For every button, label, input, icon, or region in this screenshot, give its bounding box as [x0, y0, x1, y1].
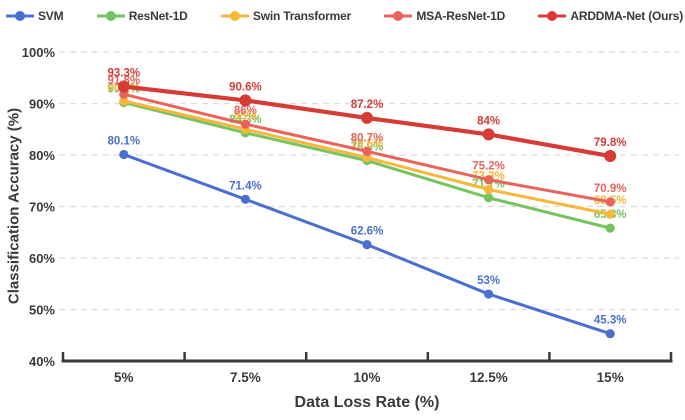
- legend-label-resnet-1d: ResNet-1D: [128, 9, 188, 23]
- data-point-swin-transformer-15%: [605, 209, 615, 219]
- data-label-arddma-net-ours-10%: 87.2%: [351, 99, 384, 111]
- data-point-msa-resnet-1d-10%: [362, 146, 372, 156]
- legend-label-msa-resnet-1d: MSA-ResNet-1D: [416, 9, 506, 23]
- legend-marker-arddma-net-ours: [538, 11, 567, 21]
- data-point-msa-resnet-1d-7.5%: [240, 119, 250, 129]
- data-label-svm-12.5%: 53%: [477, 275, 500, 287]
- data-point-svm-7.5%: [240, 194, 250, 204]
- series-arddma-net-ours: 93.3% 90.6% 87.2% 84% 79.8%: [107, 68, 627, 163]
- data-point-arddma-net-ours-5%: [117, 80, 130, 93]
- data-label-swin-transformer-10%: 79.5%: [351, 139, 384, 151]
- data-label-msa-resnet-1d-15%: 70.9%: [594, 183, 627, 195]
- legend-label-swin-transformer: Swin Transformer: [252, 9, 352, 23]
- data-label-svm-10%: 62.6%: [351, 226, 384, 238]
- data-point-svm-15%: [605, 329, 615, 339]
- data-point-msa-resnet-1d-12.5%: [484, 175, 494, 185]
- data-point-resnet-1d-15%: [605, 223, 615, 233]
- data-point-swin-transformer-5%: [119, 96, 129, 106]
- data-label-svm-7.5%: 71.4%: [229, 180, 262, 192]
- legend-item-arddma-net-ours: ARDDMA-Net (Ours): [538, 9, 683, 23]
- series-svm: 80.1% 71.4% 62.6% 53% 45.3%: [107, 135, 627, 339]
- data-label-msa-resnet-1d-7.5%: 86%: [234, 105, 257, 117]
- data-point-arddma-net-ours-7.5%: [239, 94, 252, 107]
- data-point-arddma-net-ours-10%: [361, 111, 373, 124]
- x-tick-label-7-5: 7.5%: [230, 370, 261, 385]
- data-label-arddma-net-ours-5%: 93.3%: [107, 68, 140, 80]
- legend-item-swin-transformer: Swin Transformer: [220, 9, 352, 23]
- data-point-resnet-1d-12.5%: [484, 193, 494, 203]
- data-label-swin-transformer-7.5%: 85%: [234, 110, 257, 122]
- legend-marker-msa-resnet-1d: [384, 11, 413, 21]
- data-point-arddma-net-ours-12.5%: [482, 128, 495, 141]
- legend-marker-swin-transformer: [220, 11, 249, 21]
- y-tick-label-100: 100%: [22, 45, 56, 60]
- y-tick-label-40: 40%: [29, 354, 55, 369]
- data-label-arddma-net-ours-15%: 79.8%: [594, 137, 627, 149]
- y-tick-label-50: 50%: [29, 303, 55, 318]
- legend-item-svm: SVM: [6, 9, 64, 23]
- legend-marker-svm: [6, 11, 34, 21]
- data-label-msa-resnet-1d-10%: 80.7%: [351, 132, 384, 144]
- y-tick-label-80: 80%: [29, 148, 55, 163]
- x-tick-label-5: 5%: [114, 370, 134, 385]
- x-tick-label-15: 15%: [597, 370, 624, 385]
- y-tick-label-70: 70%: [29, 200, 55, 215]
- legend-marker-resnet-1d: [96, 11, 125, 21]
- data-point-swin-transformer-12.5%: [484, 184, 494, 195]
- data-point-svm-12.5%: [484, 289, 494, 299]
- data-label-svm-5%: 80.1%: [107, 135, 140, 147]
- legend-label-svm: SVM: [38, 9, 64, 23]
- plot-area: 40% 50% 60% 70% 80% 90% 100% 5% 7.5% 10% 12.5% 15% 8…: [0, 28, 685, 420]
- data-point-svm-5%: [119, 149, 129, 160]
- data-point-msa-resnet-1d-15%: [605, 197, 615, 207]
- x-tick-label-12-5: 12.5%: [469, 370, 507, 385]
- line-chart-svg: 40% 50% 60% 70% 80% 90% 100% 5% 7.5% 10% 12.5% 15% 8…: [22, 45, 679, 385]
- x-tick-label-10: 10%: [353, 370, 380, 385]
- data-point-svm-10%: [362, 240, 372, 250]
- y-tick-label-60: 60%: [29, 251, 55, 266]
- y-tick-label-90: 90%: [29, 97, 55, 112]
- data-label-svm-15%: 45.3%: [594, 315, 627, 327]
- legend: SVM ResNet-1D Swin Transformer MSA-ResNet-1…: [6, 4, 683, 28]
- legend-item-resnet-1d: ResNet-1D: [96, 9, 188, 23]
- data-label-msa-resnet-1d-12.5%: 75.2%: [472, 161, 505, 173]
- legend-item-msa-resnet-1d: MSA-ResNet-1D: [384, 9, 505, 23]
- data-label-arddma-net-ours-12.5%: 84%: [477, 115, 500, 127]
- legend-label-arddma-net-ours: ARDDMA-Net (Ours): [570, 9, 683, 23]
- data-label-arddma-net-ours-7.5%: 90.6%: [229, 81, 262, 93]
- data-point-arddma-net-ours-15%: [604, 150, 617, 163]
